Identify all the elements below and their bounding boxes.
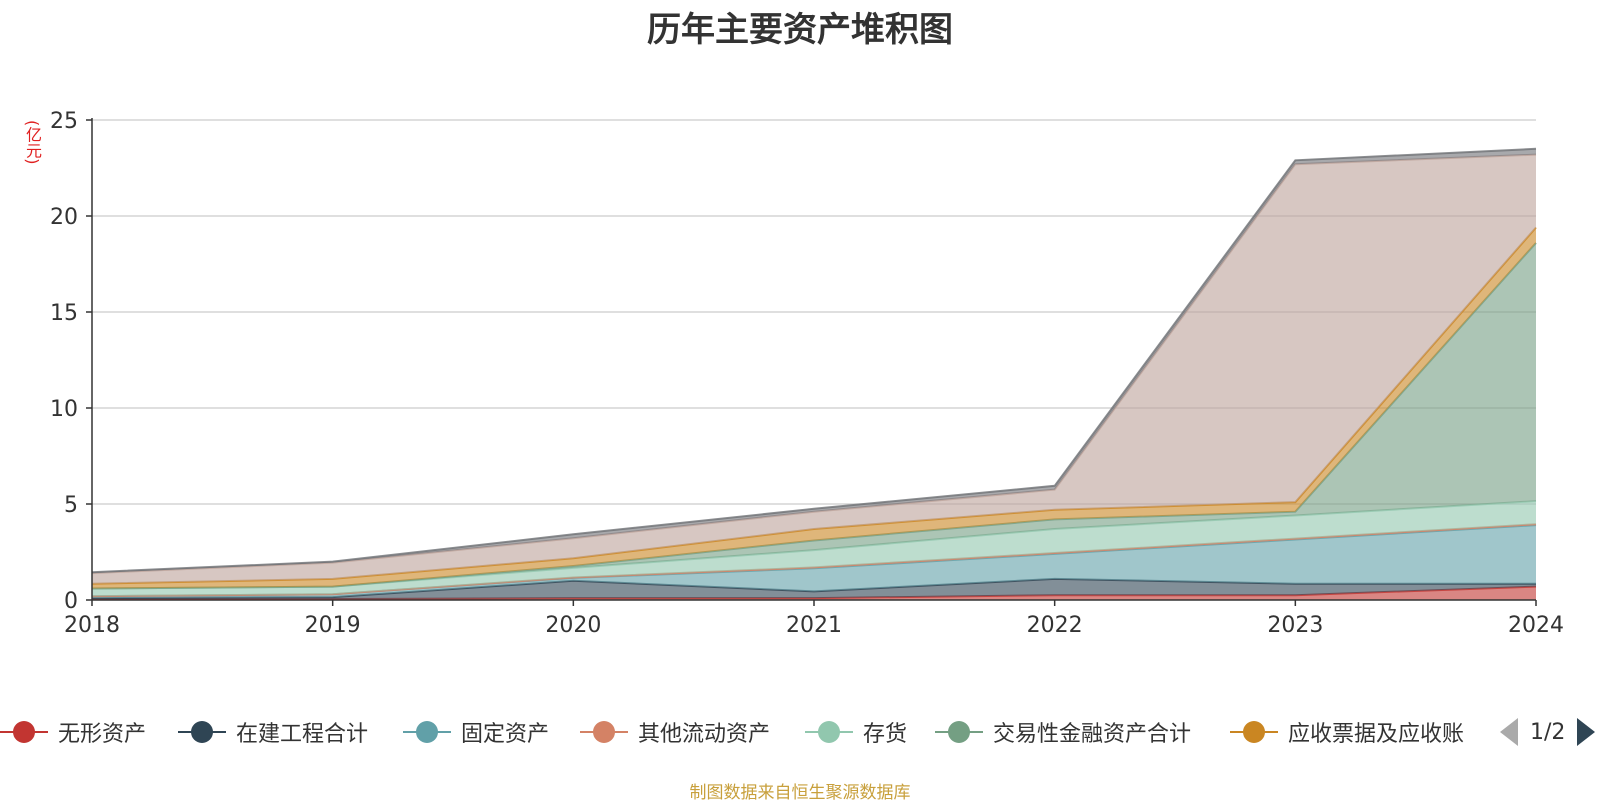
legend-marker-icon <box>0 719 48 745</box>
area-series-4 <box>92 501 1536 597</box>
area-series-2 <box>92 525 1536 599</box>
area-series-1 <box>92 578 1536 599</box>
x-tick-label: 2021 <box>786 613 842 638</box>
legend-item-label: 其他流动资产 <box>638 722 771 747</box>
legend-marker-icon <box>403 719 451 745</box>
y-tick-label: 10 <box>50 397 78 422</box>
legend-marker-icon <box>1230 719 1278 745</box>
legend-pager: 1/2 <box>1500 712 1596 752</box>
legend-marker-icon <box>805 719 853 745</box>
legend-page-text: 1/2 <box>1530 719 1566 745</box>
prev-page-icon[interactable] <box>1500 718 1518 746</box>
x-tick-label: 2020 <box>545 613 601 638</box>
legend-marker-icon <box>935 719 983 745</box>
x-tick-label: 2018 <box>64 613 120 638</box>
x-tick-label: 2024 <box>1508 613 1564 638</box>
legend-item[interactable]: 固定资产 <box>403 712 549 752</box>
axes: 0 5 10 15 20 25 2018 2019 2020 2021 2022 2023 2024 <box>50 109 1564 638</box>
x-tick-label: 2023 <box>1267 613 1323 638</box>
legend-item-label: 在建工程合计 <box>236 722 369 747</box>
legend-item[interactable]: 交易性金融资产合计 <box>935 712 1191 752</box>
area-series-0 <box>92 586 1536 600</box>
chart-title: 历年主要资产堆积图 <box>647 10 953 50</box>
y-axis-unit: (亿元) <box>23 120 42 165</box>
legend-item[interactable]: 在建工程合计 <box>178 712 368 752</box>
legend-marker-icon <box>580 719 628 745</box>
legend-item[interactable]: 存货 <box>805 712 907 752</box>
next-page-icon[interactable] <box>1577 718 1596 746</box>
x-tick-label: 2019 <box>305 613 361 638</box>
data-source-note: 制图数据来自恒生聚源数据库 <box>689 783 911 803</box>
legend-item[interactable]: 其他流动资产 <box>580 712 770 752</box>
legend-item-label: 存货 <box>863 722 908 747</box>
legend-marker-icon <box>178 719 226 745</box>
legend-item-label: 固定资产 <box>461 722 550 747</box>
legend-item-label: 应收票据及应收账 <box>1288 722 1465 747</box>
y-tick-label: 15 <box>50 301 78 326</box>
y-tick-label: 0 <box>64 589 78 614</box>
legend-item-label: 无形资产 <box>58 722 147 747</box>
y-tick-label: 5 <box>64 493 78 518</box>
area-series <box>91 147 1537 600</box>
legend-item-label: 交易性金融资产合计 <box>993 722 1192 747</box>
legend-item[interactable]: 应收票据及应收账 <box>1230 712 1464 752</box>
x-tick-label: 2022 <box>1027 613 1083 638</box>
y-tick-label: 25 <box>50 109 78 134</box>
legend: 无形资产 在建工程合计 固定资产 其他流动资产 存货 交易性金融资产合计 应收票据及应收账 <box>0 712 1600 752</box>
legend-item[interactable]: 无形资产 <box>0 712 146 752</box>
area-series-7 <box>92 154 1536 584</box>
area-series-line-8 <box>91 147 1537 574</box>
y-tick-label: 20 <box>50 205 78 230</box>
